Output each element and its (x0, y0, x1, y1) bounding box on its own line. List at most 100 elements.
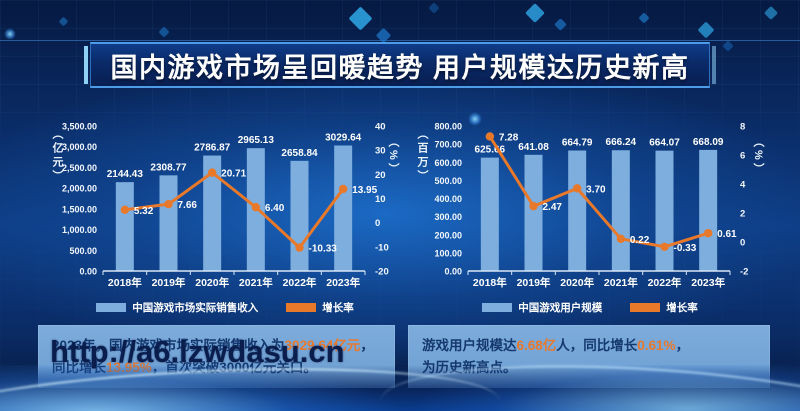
y2-axis-tick: 40 (375, 122, 386, 133)
y2-axis-tick: 20 (375, 170, 386, 181)
growth-rate-point (572, 184, 582, 193)
legend-line-swatch (286, 303, 317, 312)
decor-diamond (638, 12, 650, 24)
x-axis-label: 2023年 (326, 276, 360, 289)
decor-diamond (348, 6, 373, 31)
bar (699, 149, 718, 271)
decor-diamond (428, 2, 440, 14)
y2-axis-tick: 30 (375, 146, 386, 157)
summary-text-segment: 0.61% (637, 338, 676, 353)
bar-value-label: 2144.43 (107, 169, 144, 180)
legend-bar-swatch (96, 303, 127, 312)
y-axis-tick: 0.00 (444, 267, 462, 277)
y-axis-tick: 500.00 (69, 246, 97, 256)
summary-text-segment: 游戏用户规模达 (422, 338, 517, 353)
growth-rate-point (251, 203, 261, 212)
sales-revenue-chart: （亿元） （%） 0.00 500.00 1,000.00 1,500.00 2,000… (45, 112, 405, 315)
growth-value-label: -0.33 (674, 243, 697, 254)
glow-dot (4, 28, 16, 40)
y2-axis-tick: -2 (740, 267, 748, 278)
bar (334, 145, 353, 271)
y-axis-tick: 3,500.00 (62, 122, 97, 132)
bar-value-label: 664.79 (562, 138, 593, 149)
title-banner: 国内游戏市场呈回暖趋势 用户规模达历史新高 (84, 42, 716, 88)
x-axis-label: 2020年 (560, 276, 594, 289)
growth-value-label: 0.61 (717, 229, 737, 240)
x-axis-label: 2022年 (648, 276, 682, 289)
x-axis-label: 2019年 (152, 276, 186, 289)
summary-text-segment: 3029.64亿元 (284, 338, 361, 353)
bar (611, 150, 630, 271)
summary-text-segment: 为历史新高点。 (422, 359, 517, 375)
legend-item: 中国游戏用户规模 (482, 300, 602, 315)
growth-value-label: 7.66 (178, 200, 198, 211)
growth-value-label: 13.95 (352, 185, 377, 196)
legend-label: 增长率 (666, 302, 698, 314)
x-axis-label: 2021年 (604, 276, 638, 289)
bar-value-label: 664.07 (649, 138, 680, 149)
legend-bar-swatch (482, 303, 513, 312)
growth-rate-point (120, 205, 130, 215)
summary-text-segment: ， (675, 338, 690, 353)
decor-diamond (722, 40, 734, 52)
bar-value-label: 666.24 (606, 137, 637, 148)
summary-text-segment: 人，同比增长 (556, 338, 638, 353)
y-axis-tick: 200.00 (434, 230, 462, 240)
y2-axis-tick: 2 (740, 209, 745, 220)
y2-axis-tick: 10 (375, 194, 386, 205)
growth-rate-point (703, 228, 713, 238)
y-axis-tick: 600.00 (434, 158, 462, 168)
user-scale-chart: （百万） （%） 0.00 100.00 200.00 300.00 400.00 500… (410, 112, 770, 315)
bar-value-label: 2965.13 (238, 135, 275, 146)
legend-line-swatch (630, 303, 661, 312)
growth-rate-line (488, 135, 709, 249)
y-axis-tick: 500.00 (434, 176, 462, 186)
legend-item: 中国游戏市场实际销售收入 (96, 300, 258, 315)
bar (524, 154, 543, 271)
decor-diamond (554, 18, 567, 31)
bar (480, 157, 499, 271)
bar (159, 175, 178, 271)
y-axis-tick: 1,000.00 (62, 225, 97, 235)
growth-value-label: 6.40 (265, 203, 285, 214)
y-axis-tick: 1,500.00 (62, 204, 97, 214)
bar (568, 150, 587, 271)
growth-rate-point (485, 132, 495, 141)
user-chart-legend: 中国游戏用户规模 增长率 (410, 300, 770, 315)
watermark-url: http://a6.lzwdasu.cn (50, 334, 345, 369)
bar-value-label: 2308.77 (150, 162, 187, 173)
y-axis-tick: 0.00 (79, 267, 97, 277)
bar-value-label: 668.09 (693, 137, 724, 148)
summary-text-segment: 2023年，国内游戏市场实际销售收入为 (52, 338, 285, 353)
growth-rate-line (124, 171, 345, 250)
growth-value-label: 5.32 (134, 206, 154, 217)
x-axis-label: 2021年 (239, 276, 273, 289)
growth-rate-point (295, 243, 304, 252)
bar-value-label: 625.66 (475, 145, 506, 156)
decor-diamond (697, 21, 715, 39)
legend-label: 增长率 (322, 302, 354, 314)
y2-axis-tick: 4 (740, 180, 746, 191)
y-axis-tick: 400.00 (434, 194, 462, 204)
y2-axis-tick: -20 (375, 267, 389, 278)
bar (115, 182, 134, 271)
bar-value-label: 3029.64 (325, 132, 362, 143)
growth-rate-point (660, 242, 669, 251)
sales-chart-legend: 中国游戏市场实际销售收入 增长率 (45, 300, 405, 315)
y2-axis-tick: 6 (740, 151, 745, 162)
summary-text-segment: 6.68亿 (516, 338, 557, 353)
user-summary-box: 游戏用户规模达6.68亿人，同比增长0.61%， 为历史新高点。 (408, 325, 770, 388)
growth-value-label: 0.22 (630, 235, 650, 246)
y-axis-tick: 300.00 (434, 212, 462, 222)
y-axis-tick: 2,000.00 (62, 184, 97, 194)
legend-label: 中国游戏用户规模 (518, 302, 603, 314)
decor-diamond (58, 16, 69, 27)
y2-axis-tick: -10 (375, 242, 389, 253)
y2-axis-tick: 0 (740, 238, 745, 249)
y2-axis-tick: 0 (375, 218, 380, 229)
growth-rate-point (338, 184, 348, 194)
decor-diamond (525, 3, 545, 23)
growth-value-label: 7.28 (499, 132, 519, 143)
y-axis-tick: 3,000.00 (62, 142, 97, 152)
summary-text-segment: ， (360, 338, 374, 353)
